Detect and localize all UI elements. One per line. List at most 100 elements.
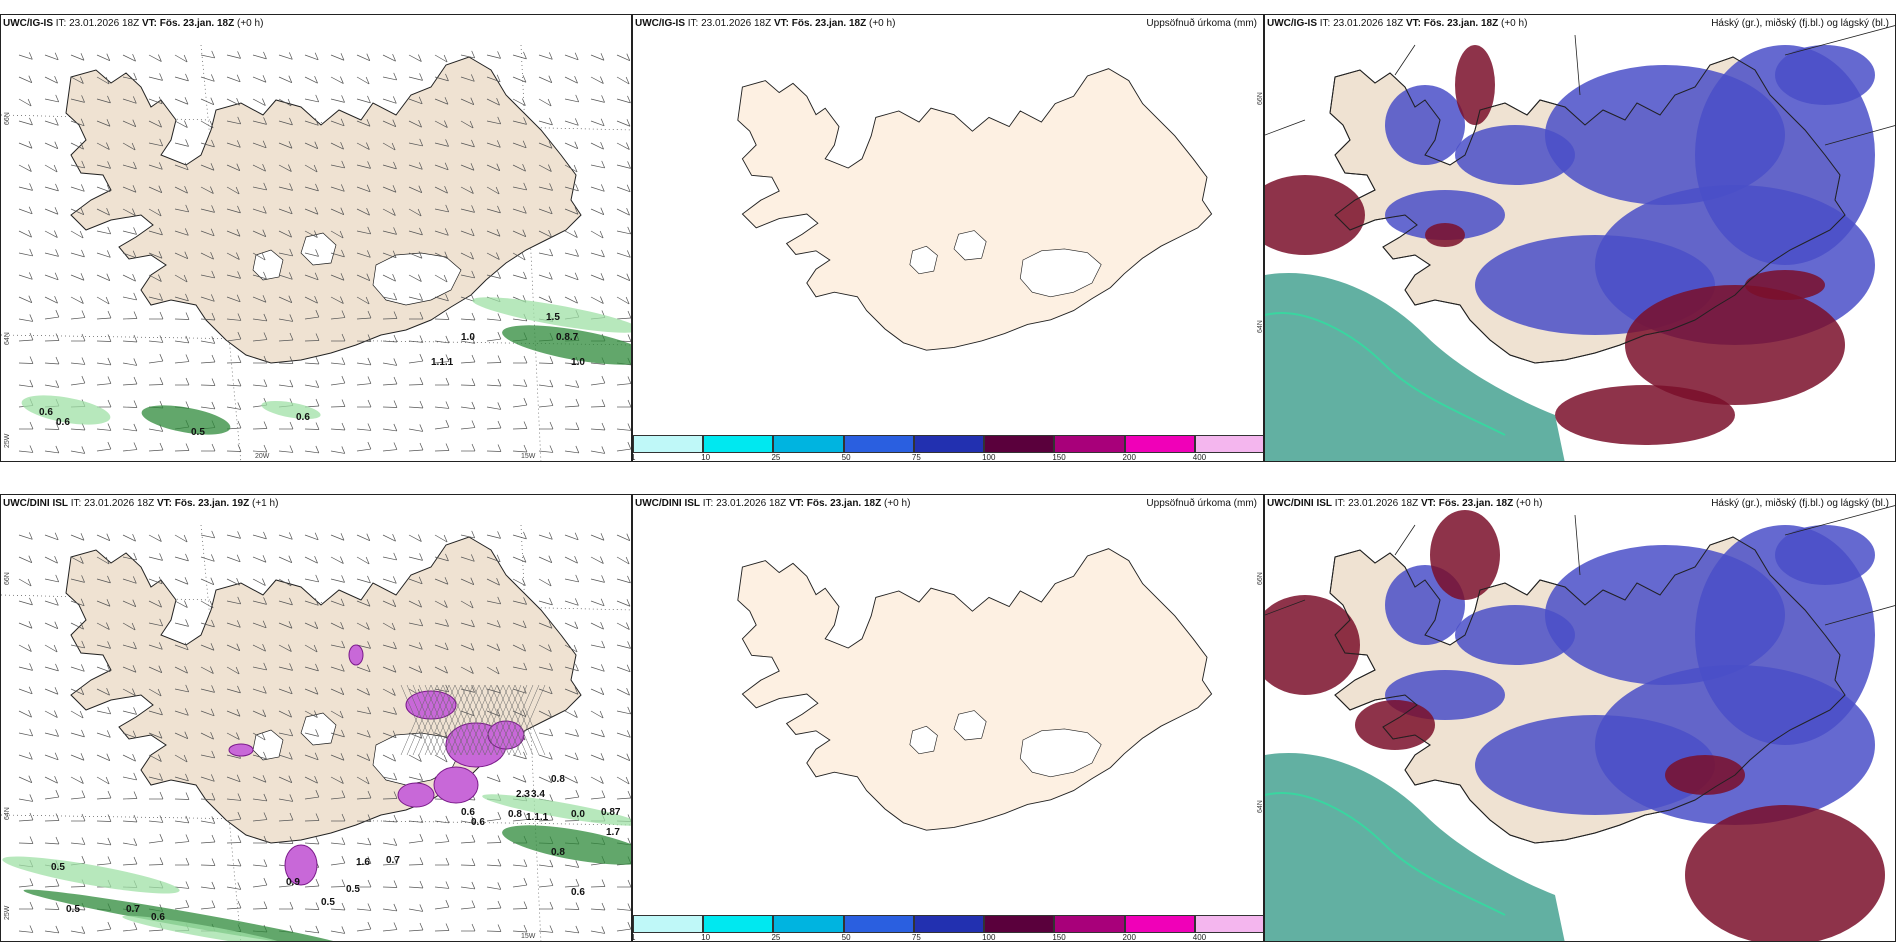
precip-value-label: 0.6 bbox=[56, 417, 70, 428]
panel-igis-accum: UWC/IG-IS IT: 23.01.2026 18Z VT: Fös. 23… bbox=[632, 14, 1264, 462]
colorbar-swatch bbox=[633, 915, 704, 933]
glacier bbox=[953, 710, 987, 741]
panel-igis-clouds: UWC/IG-IS IT: 23.01.2026 18Z VT: Fös. 23… bbox=[1264, 14, 1896, 462]
panel-dini-precip-wind: UWC/DINI ISL IT: 23.01.2026 18Z VT: Fös.… bbox=[0, 494, 632, 942]
panel-header: UWC/IG-IS IT: 23.01.2026 18Z VT: Fös. 23… bbox=[3, 18, 264, 29]
lat-label: 64N bbox=[1257, 320, 1264, 333]
precip-areas: 1.50.8.71.01.1.10.60.60.50.61.0 bbox=[21, 297, 631, 438]
colorbar-label: 1 bbox=[633, 453, 635, 461]
colorbar-swatch bbox=[773, 915, 844, 933]
precip-value-label: 0.8.7 bbox=[556, 332, 579, 343]
panel-header: UWC/DINI ISL IT: 23.01.2026 18Z VT: Fös.… bbox=[635, 498, 911, 509]
precip-value-label: 1.7 bbox=[606, 827, 620, 838]
precip-value-label: 1.0 bbox=[571, 357, 585, 368]
cloud-layers bbox=[1265, 505, 1895, 941]
colorbar-swatch bbox=[1054, 435, 1125, 453]
precip-value-label: 0.5 bbox=[66, 904, 80, 915]
colorbar-swatch bbox=[703, 915, 774, 933]
precip-value-label: 0.8 bbox=[508, 809, 522, 820]
colorbar-label: 50 bbox=[841, 933, 851, 942]
colorbar-swatch bbox=[843, 435, 914, 453]
lon-label: 15W bbox=[521, 933, 536, 940]
lat-label: 64N bbox=[1257, 800, 1264, 813]
precip-value-label: 0.6 bbox=[471, 817, 485, 828]
colorbar-swatch bbox=[843, 915, 914, 933]
precip-value-label: 1.6 bbox=[356, 857, 370, 868]
glacier bbox=[1019, 728, 1102, 778]
precip-value-label: 0.5 bbox=[346, 884, 360, 895]
colorbar-label: 150 bbox=[1052, 453, 1066, 462]
panel-title: Háský (gr.), miðský (fj.bl.) og lágský (… bbox=[1711, 18, 1889, 29]
colorbar-label: 25 bbox=[771, 453, 781, 462]
colorbar-swatch bbox=[633, 435, 704, 453]
lat-label: 25W bbox=[4, 433, 11, 448]
colorbar-swatch bbox=[773, 435, 844, 453]
colorbar-label: 150 bbox=[1052, 933, 1066, 942]
cloud-layers bbox=[1265, 25, 1895, 461]
colorbar-swatch bbox=[1054, 915, 1125, 933]
precip-value-label: 0.5 bbox=[321, 897, 335, 908]
lat-label: 66N bbox=[4, 112, 11, 125]
panel-title: Háský (gr.), miðský (fj.bl.) og lágský (… bbox=[1711, 498, 1889, 509]
iceland-landmass bbox=[737, 548, 1213, 831]
colorbar-label: 400 bbox=[1192, 933, 1207, 942]
cloud-cover-map bbox=[1265, 25, 1895, 461]
precip-value-label: 0.6 bbox=[296, 412, 310, 423]
colorbar-swatch bbox=[1124, 915, 1195, 933]
panel-header: UWC/DINI ISL IT: 23.01.2026 18Z VT: Fös.… bbox=[1267, 498, 1543, 509]
precip-value-label: 1.5 bbox=[546, 312, 560, 323]
glacier bbox=[300, 712, 337, 746]
colorbar-swatch bbox=[913, 915, 985, 933]
colorbar-swatch bbox=[1194, 915, 1263, 933]
glacier bbox=[953, 230, 987, 261]
precip-value-label: 1.0 bbox=[461, 332, 475, 343]
precip-value-label: 0.5 bbox=[51, 862, 65, 873]
lon-label: 20W bbox=[255, 453, 270, 460]
lat-label: 66N bbox=[1257, 572, 1264, 585]
cloud-cover-map bbox=[1265, 505, 1895, 941]
colorbar-swatch bbox=[984, 915, 1055, 933]
precip-value-label: 0.5 bbox=[191, 427, 205, 438]
lon-label: 15W bbox=[521, 453, 536, 460]
precip-value-label: 0.9 bbox=[286, 877, 300, 888]
colorbar-label: 100 bbox=[982, 453, 996, 462]
glacier bbox=[909, 725, 938, 755]
lat-label: 64N bbox=[4, 332, 11, 345]
precip-value-label: 0.8 bbox=[551, 774, 565, 785]
lat-label: 64N bbox=[4, 807, 11, 820]
precip-value-label: 0.0 bbox=[571, 809, 585, 820]
precip-colorbar bbox=[633, 435, 1263, 453]
precip-value-label: 0.6 bbox=[39, 407, 53, 418]
precip-value-label: 0.7 bbox=[126, 904, 140, 915]
colorbar-label: 10 bbox=[701, 933, 711, 942]
precip-value-label: 0.7 bbox=[386, 855, 400, 866]
colorbar-label: 200 bbox=[1122, 453, 1136, 462]
accum-map bbox=[737, 68, 1213, 351]
glacier bbox=[300, 232, 337, 266]
accum-map bbox=[737, 548, 1213, 831]
precip-value-label: 0.8 bbox=[551, 847, 565, 858]
precip-value-label: 3.4 bbox=[531, 789, 545, 800]
colorbar-swatch bbox=[1124, 435, 1195, 453]
colorbar-swatch bbox=[984, 435, 1055, 453]
iceland-landmass bbox=[65, 56, 582, 364]
precip-wind-map: 0.8 0.8 1.7 0.87 0.8 0.5 0.5 0.7 0.6 0.5 0.7 0.6 0.9… bbox=[1, 524, 631, 941]
colorbar-swatch bbox=[703, 435, 774, 453]
iceland-landmass bbox=[737, 68, 1213, 351]
panel-dini-clouds: UWC/DINI ISL IT: 23.01.2026 18Z VT: Fös.… bbox=[1264, 494, 1896, 942]
colorbar-label: 50 bbox=[841, 453, 851, 462]
colorbar-label: 25 bbox=[771, 933, 781, 942]
glacier bbox=[1019, 248, 1102, 298]
precip-value-label: 0.6 bbox=[151, 912, 165, 923]
wind-barbs bbox=[18, 50, 631, 454]
colorbar-label: 400 bbox=[1192, 453, 1207, 462]
lat-label: 66N bbox=[4, 572, 11, 585]
colorbar-label: 75 bbox=[911, 933, 921, 942]
colorbar-swatch bbox=[913, 435, 985, 453]
colorbar-label: 100 bbox=[982, 933, 996, 942]
precip-value-label: 1.1.1 bbox=[431, 357, 454, 368]
precip-value-label: 2.3 bbox=[516, 789, 530, 800]
lat-label: 25W bbox=[4, 905, 11, 920]
panel-title: Uppsöfnuð úrkoma (mm) bbox=[1146, 498, 1257, 509]
panel-header: UWC/IG-IS IT: 23.01.2026 18Z VT: Fös. 23… bbox=[635, 18, 896, 29]
